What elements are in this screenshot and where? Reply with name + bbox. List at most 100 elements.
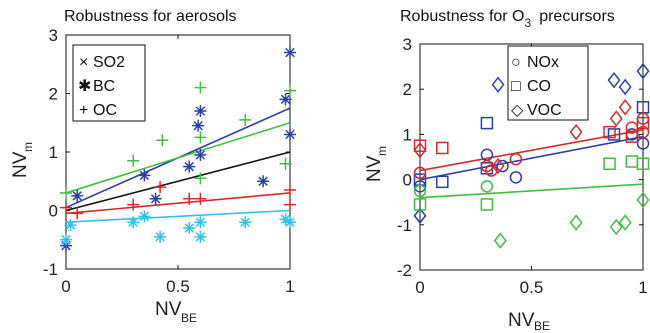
x-tick-label: 0 <box>415 278 424 297</box>
y-tick-label: 3 <box>403 35 412 54</box>
y-tick-label: 2 <box>403 80 412 99</box>
data-point-diamond-blue <box>607 71 621 89</box>
fit-line-blue <box>419 135 644 181</box>
data-point-red <box>183 192 196 205</box>
data-point-diamond-red <box>609 110 623 127</box>
legend-label-co: CO <box>527 78 551 95</box>
data-point-diamond-green <box>569 214 583 231</box>
y-tick-label: 1 <box>403 125 412 144</box>
data-point-cyan-x <box>195 232 206 242</box>
data-point-blue-x <box>72 191 82 201</box>
legend-box-aerosols <box>72 44 146 122</box>
data-point-diamond-red <box>413 142 427 159</box>
data-point-square-red <box>413 139 427 152</box>
data-point-green <box>156 134 169 147</box>
data-point-red <box>284 198 296 211</box>
data-point-diamond-red <box>491 157 505 175</box>
panel-o3-precursors: Robustness for O3 precursors -2 -1 0 1 2 3 0 0.5… <box>364 8 650 333</box>
legend-marker-oc: + <box>79 102 88 119</box>
fit-line-green <box>65 121 291 194</box>
data-point-square-blue <box>436 175 449 189</box>
y-axis-label-sub: m <box>21 142 35 152</box>
x-tick-label: 0.5 <box>166 277 190 296</box>
data-point-cyan-x <box>155 232 165 242</box>
data-point-circle-red <box>509 153 523 166</box>
data-point-green <box>284 84 296 97</box>
y-tick-label: 1 <box>49 143 58 162</box>
x-axis-label-main-o3: NV <box>508 310 535 331</box>
y-axis-label-main-o3: NV <box>364 155 385 182</box>
data-point-diamond-red <box>569 123 583 141</box>
x-axis-label-aerosols: NV BE <box>155 299 197 325</box>
fit-line-red <box>419 129 644 172</box>
data-point-diamond-red <box>618 99 632 116</box>
data-point-blue-x <box>195 106 206 116</box>
data-point-red <box>154 181 167 194</box>
data-point-red <box>194 192 207 205</box>
data-point-cyan-x <box>61 235 71 245</box>
y-tick-label: 0 <box>403 171 412 190</box>
y-tick-label: -2 <box>397 261 412 280</box>
data-point-square-red <box>636 116 650 130</box>
x-tick-label: 0 <box>61 277 70 296</box>
legend-label-oc: OC <box>93 102 117 119</box>
data-point-red <box>284 184 296 197</box>
data-point-green <box>194 172 207 185</box>
data-point-blue-x <box>150 194 161 204</box>
data-point-square-green <box>480 198 494 211</box>
legend-box-o3 <box>507 45 589 121</box>
data-point-cyan-x <box>139 211 150 222</box>
legend-marker-voc: ◇ <box>511 102 524 119</box>
data-point-red <box>71 207 84 220</box>
legend-aerosols: × SO2 ✱ BC + OC <box>72 44 146 122</box>
data-point-blue-x <box>139 170 150 181</box>
data-point-green <box>194 81 207 94</box>
data-point-green <box>60 186 72 199</box>
data-point-cyan-x <box>240 217 250 227</box>
data-point-diamond-green <box>618 214 632 231</box>
data-point-red <box>127 198 140 211</box>
y-tick-label: -1 <box>43 260 58 279</box>
y-axis-label-sub-o3: m <box>375 146 389 156</box>
data-point-square-red <box>603 125 616 139</box>
data-point-circle-blue <box>496 159 509 173</box>
panel-title-o3: Robustness for O3 precursors <box>400 8 615 30</box>
legend-marker-bc: ✱ <box>78 78 91 95</box>
x-axis-label-sub: BE <box>181 311 197 325</box>
data-point-blue-x <box>285 129 295 140</box>
data-point-diamond-green <box>609 218 623 236</box>
data-point-circle-red <box>413 166 427 180</box>
data-point-square-red <box>625 130 639 143</box>
data-point-circle-blue <box>413 180 427 193</box>
data-point-diamond-blue <box>618 78 632 96</box>
fit-line-red <box>65 192 291 215</box>
data-point-square-green <box>636 157 650 171</box>
data-point-circle-green <box>413 184 427 198</box>
y-tick-label: 3 <box>49 26 58 45</box>
data-point-square-blue <box>480 116 494 130</box>
y-axis-label-aerosols: NV m <box>10 142 35 178</box>
data-point-cyan-x <box>128 217 138 227</box>
plot-area-o3: -2 -1 0 1 2 3 0 0.5 1 <box>397 35 650 297</box>
data-point-cyan-x <box>65 220 76 230</box>
data-point-green <box>239 113 252 126</box>
y-tick-label: 0 <box>49 202 58 221</box>
legend-label-bc: BC <box>93 78 115 95</box>
y-axis-label-o3: NV m <box>364 146 389 182</box>
x-tick-label: 1 <box>638 278 647 297</box>
fit-line-green <box>419 183 644 199</box>
y-tick-label: -1 <box>397 216 412 235</box>
data-point-cyan-x <box>184 223 194 233</box>
legend-label-voc: VOC <box>527 102 562 119</box>
data-point-green <box>194 131 207 144</box>
data-point-diamond-green <box>636 191 650 209</box>
x-axis-label-o3: NV BE <box>508 310 550 333</box>
data-point-blue-x <box>193 120 203 131</box>
data-point-circle-blue <box>509 171 523 184</box>
data-point-red <box>60 201 72 214</box>
x-tick-label: 1 <box>285 277 294 296</box>
y-tick-label: 2 <box>49 85 58 104</box>
